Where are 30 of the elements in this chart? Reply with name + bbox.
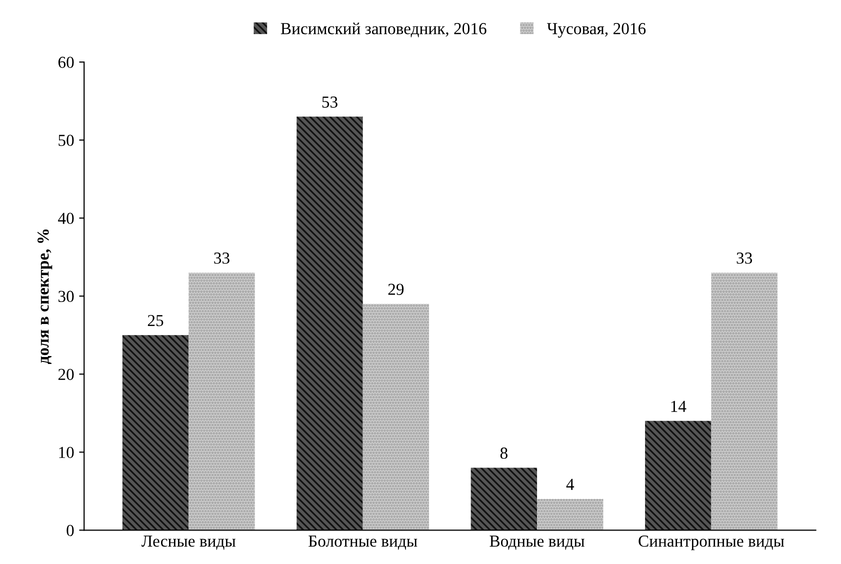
data-label: 4 bbox=[566, 478, 574, 490]
y-axis-title: доля в спектре, % bbox=[38, 230, 52, 364]
bar bbox=[122, 335, 189, 530]
legend-label: Висимский заповедник, 2016 bbox=[280, 22, 486, 38]
data-label: 33 bbox=[736, 252, 752, 264]
y-tick-label: 60 bbox=[58, 56, 74, 68]
bar bbox=[711, 272, 778, 530]
data-label: 25 bbox=[148, 314, 164, 326]
x-tick-label: Водные виды bbox=[490, 536, 584, 550]
x-tick-label: Синантропные виды bbox=[638, 536, 784, 550]
bar bbox=[296, 116, 363, 530]
data-label: 53 bbox=[322, 96, 338, 108]
bar bbox=[188, 272, 255, 530]
legend-label: Чусовая, 2016 bbox=[547, 23, 646, 38]
data-label: 29 bbox=[388, 284, 404, 295]
bar bbox=[645, 420, 712, 530]
data-label: 14 bbox=[671, 400, 686, 412]
x-tick-label: Болотные виды bbox=[308, 536, 418, 550]
y-tick-label: 0 bbox=[66, 524, 74, 536]
y-tick-label: 50 bbox=[58, 134, 74, 146]
x-tick-label: Лесные виды bbox=[141, 536, 236, 550]
bar bbox=[362, 304, 430, 530]
y-tick-label: 10 bbox=[59, 446, 74, 458]
y-tick-label: 20 bbox=[58, 368, 74, 380]
y-tick-label: 40 bbox=[58, 212, 74, 224]
bar bbox=[470, 468, 538, 530]
data-label: 8 bbox=[500, 448, 508, 459]
y-tick-label: 30 bbox=[58, 290, 74, 302]
data-label: 33 bbox=[214, 252, 230, 264]
bar bbox=[537, 498, 604, 530]
